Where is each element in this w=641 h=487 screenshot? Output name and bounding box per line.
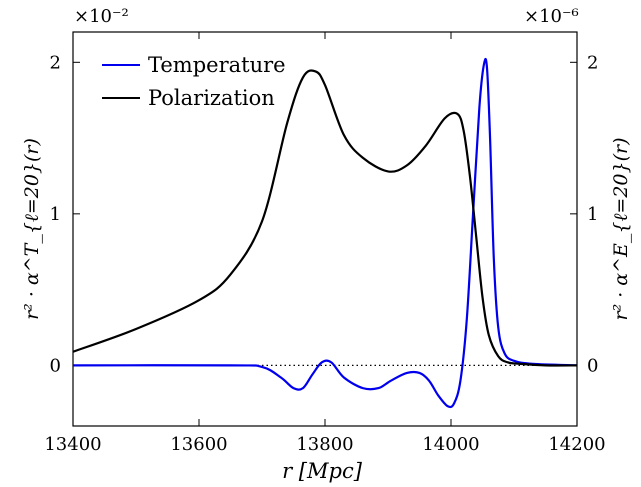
legend-label-polarization: Polarization (148, 86, 275, 110)
y-axis-label-right: r² · α^E_{ℓ=20}(r) (610, 137, 632, 320)
series-line-temperature (72, 57, 578, 409)
x-tick-label: 13600 (170, 434, 227, 455)
x-tick-label: 14000 (422, 434, 479, 455)
x-tick-label: 13800 (296, 434, 353, 455)
y-tick-label-right: 2 (587, 52, 598, 73)
legend: Temperature Polarization (102, 53, 286, 110)
x-tick-label: 14200 (548, 434, 605, 455)
y-axis-label-left: r² · α^T_{ℓ=20}(r) (21, 138, 43, 320)
y-tick-label-right: 0 (587, 355, 598, 376)
y-tick-label-left: 1 (50, 204, 61, 225)
series-line-polarization (72, 69, 578, 367)
y-tick-label-right: 1 (587, 204, 598, 225)
left-multiplier: ×10⁻² (74, 6, 129, 27)
legend-label-temperature: Temperature (148, 53, 286, 77)
y-tick-label-left: 0 (50, 355, 61, 376)
x-axis-label: r [Mpc] (282, 459, 363, 483)
ticks: 13400 13600 13800 14000 14200 0 0 1 1 2 2 (44, 32, 606, 455)
x-tick-label: 13400 (44, 434, 101, 455)
y-tick-label-left: 2 (50, 52, 61, 73)
series-group (72, 57, 578, 409)
right-multiplier: ×10⁻⁶ (524, 6, 579, 27)
